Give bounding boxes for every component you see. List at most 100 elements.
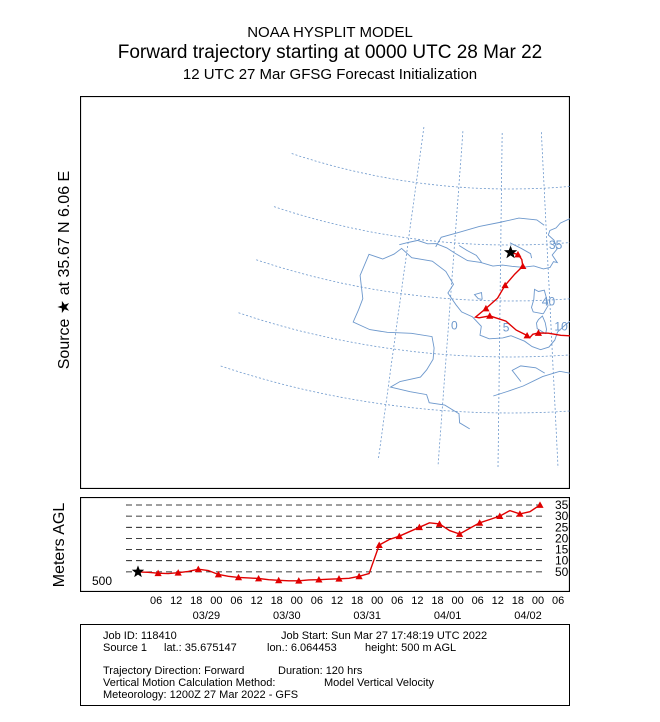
time-axis: 06 12 18 00 06 12 18 00 06 12 18 00 06 12 18 00 06 12 18 00… [150, 595, 564, 622]
altitude-source-star [131, 565, 145, 578]
time-tick-label: 00 [451, 595, 463, 607]
altitude-marker [456, 530, 464, 537]
time-tick-label: 12 [492, 595, 504, 607]
time-tick-label: 06 [391, 595, 403, 607]
altitude-marker [234, 573, 243, 581]
trajectory-marker [519, 262, 527, 270]
time-tick-label: 12 [411, 595, 423, 607]
altitude-marker [295, 577, 303, 584]
altitude-marker [275, 576, 283, 584]
time-tick-labels: 06 12 18 00 06 12 18 00 06 12 18 00 06 12 18 00 06 12 18 00… [150, 595, 564, 607]
date-label: 03/29 [193, 610, 221, 622]
latitude-label: 40 [542, 294, 556, 308]
altitude-tick-label: 2000 [555, 531, 570, 545]
coastline [352, 247, 570, 430]
coastline [493, 370, 570, 397]
altitude-marker [315, 576, 323, 583]
altitude-tick-label: 500 [555, 565, 570, 579]
time-tick-label: 12 [170, 595, 182, 607]
date-label: 03/30 [273, 610, 301, 622]
trajectory-duration: Duration: 120 hrs [278, 665, 363, 677]
trajectory-marker [523, 331, 531, 339]
altitude-marker [435, 520, 444, 527]
time-tick-label: 18 [190, 595, 202, 607]
time-tick-label: 12 [331, 595, 343, 607]
graticule [220, 127, 570, 469]
time-tick-label: 00 [532, 595, 544, 607]
longitude-line [377, 127, 425, 461]
latitude-line [256, 259, 570, 302]
time-tick-label: 06 [230, 595, 242, 607]
star-icon [503, 245, 518, 259]
longitude-line [437, 131, 464, 467]
trajectory-marker [501, 281, 509, 289]
source-location-label: Source ★ at 35.67 N 6.06 E [56, 170, 73, 370]
job-id: Job ID: 118410 [103, 630, 177, 642]
coastline [473, 292, 483, 300]
coastline [435, 217, 545, 248]
coastline [509, 242, 533, 259]
time-tick-label: 00 [371, 595, 383, 607]
coastline [536, 315, 547, 335]
longitude-line [541, 132, 559, 468]
coastline [531, 288, 549, 315]
time-tick-label: 06 [472, 595, 484, 607]
latitude-label: 35 [549, 238, 563, 252]
altitude-marker [496, 512, 504, 520]
date-label: 04/01 [434, 610, 462, 622]
coastline [458, 245, 482, 263]
altitude-start-label: 500 [92, 574, 112, 588]
latitude-line [273, 206, 570, 246]
vertical-method-value: Model Vertical Velocity [324, 677, 435, 689]
trajectory-direction: Trajectory Direction: Forward [103, 665, 245, 677]
latitude-line [238, 312, 570, 358]
trajectory-marker [482, 304, 490, 312]
altitude-frame [80, 497, 570, 592]
altitude-marker [536, 501, 544, 508]
job-start: Job Start: Sun Mar 27 17:48:19 UTC 2022 [281, 630, 488, 642]
altitude-marker [355, 572, 363, 580]
altitude-series [131, 501, 544, 584]
altitude-tick-labels: 350030002500200015001000500 [555, 498, 570, 579]
job-info-box: Job ID: 118410 Job Start: Sun Mar 27 17:… [80, 624, 570, 706]
source-lat: lat.: 35.675147 [164, 642, 237, 654]
altitude-marker [174, 569, 182, 576]
trajectory-path [473, 250, 570, 339]
altitude-tick-label: 1000 [555, 554, 570, 568]
altitude-marker [516, 510, 524, 517]
coastlines [352, 217, 570, 430]
forecast-init-subtitle: 12 UTC 27 Mar GFSG Forecast Initializati… [182, 66, 478, 83]
trajectory-map: 05101520454035 [80, 96, 570, 489]
date-label: 03/31 [353, 610, 381, 622]
model-title: NOAA HYSPLIT MODEL [247, 24, 413, 41]
altitude-marker [255, 574, 263, 582]
altitude-profile-chart: 350030002500200015001000500 500 [80, 497, 570, 592]
coastline [511, 365, 545, 382]
date-labels: 03/29 03/30 03/31 04/01 04/02 [193, 610, 542, 622]
trajectory-marker [486, 312, 494, 319]
source-star [503, 245, 518, 259]
altitude-tick-label: 3000 [555, 509, 570, 523]
grid-labels: 05101520454035 [451, 238, 568, 334]
altitude-tick-label: 1500 [555, 543, 570, 557]
time-tick-label: 18 [351, 595, 363, 607]
time-tick-label: 06 [311, 595, 323, 607]
altitude-marker [214, 570, 222, 578]
altitude-axis-label: Meters AGL [51, 502, 68, 588]
altitude-tick-label: 2500 [555, 520, 570, 534]
trajectory-marker [514, 250, 522, 258]
trajectory-marker [534, 329, 543, 336]
altitude-tick-label: 3500 [555, 498, 570, 512]
coastline [399, 218, 570, 270]
altitude-marker [335, 575, 343, 582]
altitude-marker [476, 519, 484, 526]
time-tick-label: 12 [250, 595, 262, 607]
trajectory-title: Forward trajectory starting at 0000 UTC … [117, 42, 543, 63]
time-tick-label: 18 [512, 595, 524, 607]
time-tick-label: 18 [271, 595, 283, 607]
time-tick-label: 00 [291, 595, 303, 607]
date-label: 04/02 [514, 610, 542, 622]
source-height: height: 500 m AGL [365, 642, 457, 654]
source-lon: lon.: 6.064453 [267, 642, 337, 654]
time-tick-label: 00 [210, 595, 222, 607]
